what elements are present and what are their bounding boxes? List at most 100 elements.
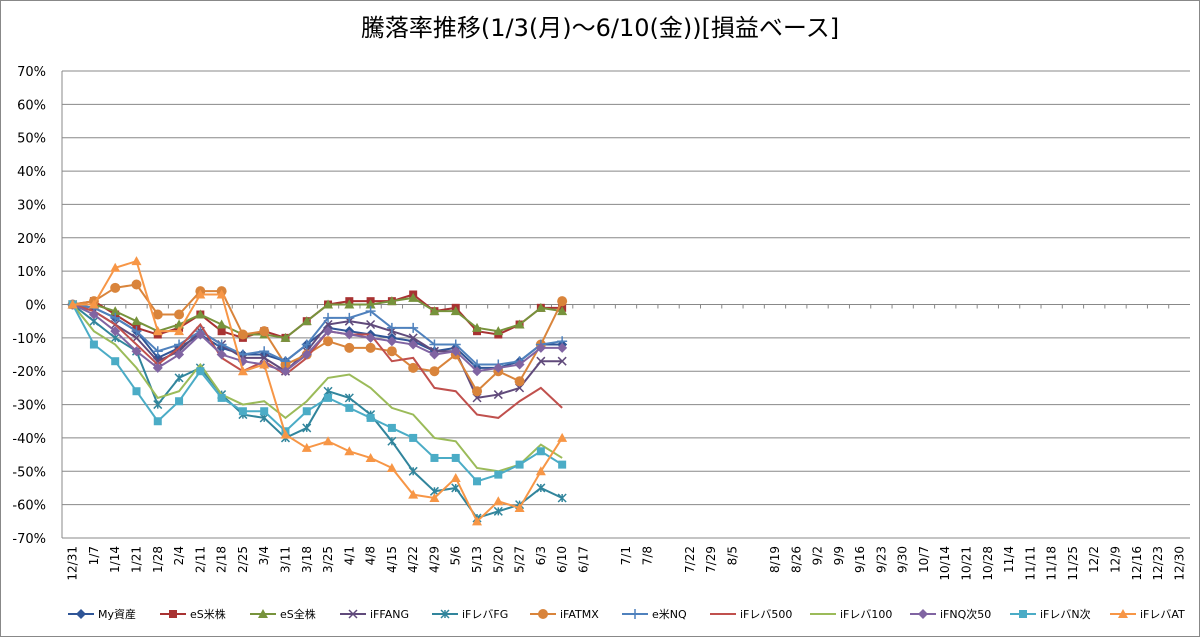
data-point (344, 393, 354, 403)
legend-label: eS全株 (280, 607, 316, 621)
data-point (514, 319, 525, 329)
data-point (131, 256, 142, 266)
data-point (111, 357, 120, 366)
data-point (152, 309, 163, 320)
data-point (344, 329, 355, 340)
y-tick-label: -10% (12, 332, 46, 347)
x-tick-label: 6/17 (576, 546, 590, 573)
data-point (174, 309, 185, 320)
data-point (429, 366, 440, 377)
data-point (450, 306, 461, 316)
x-tick-label: 3/11 (278, 546, 292, 573)
data-point (259, 326, 270, 337)
data-point (365, 342, 376, 353)
data-point (514, 502, 525, 512)
data-point (365, 299, 376, 309)
data-point (152, 362, 163, 373)
legend-marker (169, 610, 177, 618)
x-tick-label: 4/29 (427, 546, 441, 573)
x-tick-label: 10/21 (960, 546, 974, 581)
data-point (174, 373, 184, 383)
data-point (324, 393, 333, 402)
data-point (110, 282, 121, 293)
data-point (131, 333, 142, 343)
data-point (365, 332, 376, 343)
series-line (72, 259, 563, 523)
x-tick-label: 3/18 (300, 546, 314, 573)
x-tick-label: 12/2 (1087, 546, 1101, 573)
data-point (195, 309, 206, 319)
x-tick-label: 4/1 (342, 546, 356, 565)
data-point (408, 466, 418, 476)
data-point (536, 447, 545, 456)
y-tick-label: -20% (12, 365, 46, 380)
data-point (323, 299, 334, 309)
data-point (301, 316, 312, 326)
data-point (152, 326, 163, 336)
data-point (280, 356, 291, 367)
data-point (217, 393, 226, 402)
data-point (131, 346, 142, 357)
x-tick-label: 3/4 (257, 546, 271, 565)
x-tick-label: 7/22 (683, 546, 697, 573)
data-point (216, 349, 227, 360)
x-tick-label: 4/15 (385, 546, 399, 573)
y-tick-label: 50% (17, 132, 46, 147)
data-point (429, 339, 440, 350)
y-tick-label: 0% (25, 299, 46, 314)
x-tick-label: 9/23 (874, 546, 888, 573)
data-point (110, 306, 121, 316)
legend-marker (440, 609, 450, 619)
data-point (110, 326, 121, 337)
data-point (217, 327, 226, 336)
x-tick-label: 8/26 (789, 546, 803, 573)
legend-marker (538, 609, 548, 619)
data-point (386, 336, 397, 347)
data-point (301, 339, 312, 350)
data-point (494, 470, 503, 479)
y-tick-label: 70% (17, 65, 46, 80)
data-point (429, 349, 440, 360)
legend-label: e米NQ (652, 608, 687, 621)
data-point (175, 397, 184, 406)
x-tick-label: 5/6 (449, 546, 463, 565)
x-tick-label: 2/18 (215, 546, 229, 573)
series-line (71, 303, 563, 473)
data-point (472, 386, 483, 397)
data-point (280, 366, 291, 377)
data-point (493, 506, 503, 516)
x-tick-label: 5/27 (513, 546, 527, 573)
data-point (365, 452, 376, 462)
data-point (558, 460, 567, 469)
x-tick-label: 1/7 (87, 546, 101, 565)
data-point (216, 339, 227, 350)
y-tick-label: 10% (17, 265, 46, 280)
data-point (302, 423, 312, 433)
data-point (408, 292, 419, 302)
data-point (514, 359, 525, 370)
x-tick-label: 8/19 (768, 546, 782, 573)
data-point (557, 342, 568, 353)
data-point (323, 436, 334, 446)
data-point (472, 516, 483, 526)
data-point (344, 299, 355, 309)
data-point (110, 312, 121, 323)
data-point (408, 322, 419, 333)
data-point (408, 333, 418, 343)
x-tick-label: 7/8 (640, 546, 654, 565)
data-point (557, 432, 568, 442)
y-tick-label: -70% (12, 532, 46, 547)
data-point (153, 417, 162, 426)
x-tick-label: 7/29 (704, 546, 718, 573)
series-line (72, 296, 563, 339)
data-point (408, 489, 419, 499)
legend-label: iFレバFG (462, 608, 508, 621)
data-point (174, 326, 185, 336)
data-point (536, 356, 546, 366)
data-point (259, 413, 269, 423)
x-tick-label: 4/22 (406, 546, 420, 573)
data-point (386, 346, 397, 357)
data-point (557, 356, 567, 366)
y-tick-label: -30% (12, 399, 46, 414)
